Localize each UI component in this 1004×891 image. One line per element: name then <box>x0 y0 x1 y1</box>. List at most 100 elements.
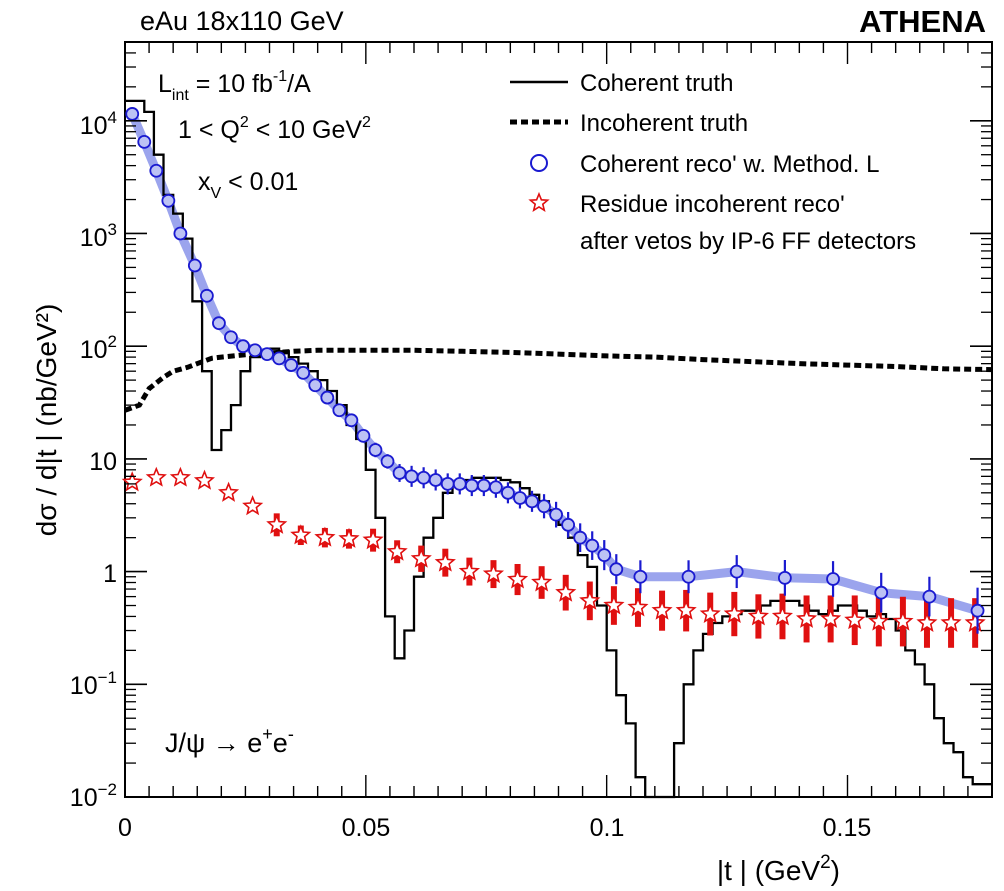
reco-circle-marker <box>874 585 889 600</box>
residue-star-marker <box>434 551 456 572</box>
reco-circle-marker <box>212 316 226 331</box>
residue-star-marker <box>820 607 842 628</box>
reco-circle-marker <box>537 499 551 514</box>
y-tick-label: 10−1 <box>70 668 117 700</box>
residue-star-marker <box>675 599 697 620</box>
x-tick-label: 0.05 <box>342 814 391 842</box>
residue-star-marker <box>555 581 577 602</box>
reco-circle-marker <box>464 478 479 493</box>
decay-channel-label: J/ψ → e+e- <box>165 724 294 758</box>
residue-star-marker <box>290 524 312 545</box>
reco-circle-marker <box>404 469 419 484</box>
reco-circle-marker <box>320 390 335 405</box>
y-tick-label: 10 <box>89 448 117 476</box>
residue-star-marker <box>940 611 962 633</box>
residue-star-marker <box>916 611 938 633</box>
reco-circle-marker <box>344 413 359 428</box>
residue-star-marker <box>651 599 673 620</box>
legend-label: Residue incoherent reco' <box>580 191 845 218</box>
reco-circle-marker <box>513 491 527 505</box>
residue-star-marker <box>506 568 529 589</box>
reco-circle-marker <box>149 163 164 178</box>
reco-circle-marker <box>476 478 491 493</box>
y-tick-label: 102 <box>80 332 117 364</box>
residue-star-marker <box>844 609 866 630</box>
reco-circle-marker <box>248 343 262 358</box>
coherent-truth-line <box>125 99 992 799</box>
reco-circle-marker <box>525 494 539 509</box>
incoherent-truth-path <box>124 347 993 413</box>
legend-label: Incoherent truth <box>580 110 748 137</box>
legend: Coherent truth Incoherent truth Coherent… <box>510 70 916 255</box>
residue-star-marker <box>121 471 143 492</box>
reco-circle-marker <box>199 288 214 303</box>
experiment-label: ATHENA <box>859 4 986 39</box>
reco-circle-marker <box>368 443 383 457</box>
coherent-reco-series <box>125 107 985 634</box>
reco-circle-marker <box>729 564 744 579</box>
x-axis-label: |t | (GeV2) <box>717 852 840 886</box>
reco-circle-marker <box>187 258 202 273</box>
reco-circle-marker <box>561 517 576 532</box>
residue-star-marker <box>531 571 553 592</box>
residue-star-marker <box>964 611 986 633</box>
reco-circle-marker <box>777 570 792 585</box>
xv-cut-label: xV < 0.01 <box>198 168 298 202</box>
reco-circle-marker <box>284 358 299 372</box>
legend-label: Coherent reco' w. Method. L <box>580 151 879 178</box>
reco-circle-marker <box>161 193 176 208</box>
reco-circle-marker <box>452 476 467 491</box>
reco-circle-marker <box>633 569 648 584</box>
residue-star-marker <box>386 540 408 561</box>
reco-circle-marker <box>236 339 250 354</box>
reco-circle-marker <box>260 347 274 362</box>
axis-ticks <box>124 41 993 798</box>
residue-star-marker <box>410 547 432 568</box>
y-tick-label: 10−2 <box>70 780 117 812</box>
residue-star-marker <box>699 603 721 623</box>
residue-star-marker <box>242 495 264 516</box>
residue-star-marker <box>266 513 288 534</box>
residue-star-marker <box>362 529 384 550</box>
reco-circle-marker <box>681 569 696 584</box>
y-tick-label: 103 <box>80 220 117 252</box>
reco-circle-marker <box>416 470 431 485</box>
reco-circle-marker <box>224 330 238 345</box>
residue-star-marker <box>169 466 192 487</box>
reco-circle-marker <box>356 428 371 443</box>
reco-circle-marker <box>501 485 515 500</box>
x-tick-label: 0.15 <box>823 814 872 842</box>
y-tick-label: 104 <box>80 108 117 140</box>
residue-series <box>121 466 986 648</box>
reco-circle-marker <box>585 538 600 553</box>
y-tick-labels: 10−2 10−1 1 10 102 103 104 <box>70 108 117 812</box>
residue-star-marker <box>892 610 914 631</box>
coherent-truth-path <box>125 99 992 799</box>
residue-star-marker <box>314 526 336 547</box>
legend-label: after vetos by IP-6 FF detectors <box>580 228 916 255</box>
reco-circle-marker <box>970 603 985 618</box>
residue-star-marker <box>771 605 793 626</box>
reco-circle-marker <box>826 572 840 586</box>
residue-star-marker <box>193 469 215 490</box>
legend-star-marker <box>528 191 550 213</box>
reco-circle-marker <box>549 507 563 522</box>
x-tick-label: 0.1 <box>590 814 625 842</box>
q2-range-label: 1 < Q2 < 10 GeV2 <box>178 114 371 144</box>
collision-title: eAu 18x110 GeV <box>140 6 344 36</box>
residue-star-marker <box>458 560 481 581</box>
reco-circle-marker <box>488 480 503 495</box>
reco-circle-marker <box>392 466 407 480</box>
x-tick-label: 0 <box>118 814 132 842</box>
residue-star-marker <box>868 610 890 631</box>
reco-circle-marker <box>173 226 188 241</box>
reco-circle-marker <box>137 134 152 149</box>
legend-circle-marker <box>530 154 548 172</box>
reco-circle-marker <box>609 562 624 577</box>
reco-circle-marker <box>272 351 287 366</box>
reco-circle-marker <box>296 365 311 380</box>
incoherent-truth-line <box>124 347 993 413</box>
residue-star-marker <box>217 481 240 502</box>
reco-circle-marker <box>308 378 323 393</box>
